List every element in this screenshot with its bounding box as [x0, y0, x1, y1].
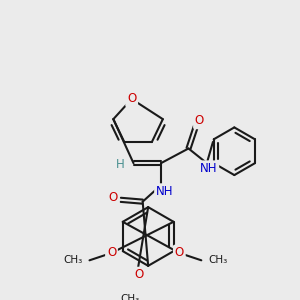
Text: O: O [134, 268, 144, 281]
Text: CH₃: CH₃ [63, 255, 82, 265]
Text: CH₃: CH₃ [120, 294, 140, 300]
Text: H: H [116, 158, 125, 172]
Text: O: O [195, 115, 204, 128]
Text: NH: NH [156, 185, 173, 198]
Text: O: O [109, 191, 118, 205]
Text: NH: NH [200, 162, 218, 175]
Text: CH₃: CH₃ [209, 255, 228, 265]
Text: O: O [175, 247, 184, 260]
Text: O: O [107, 247, 116, 260]
Text: O: O [127, 92, 136, 106]
